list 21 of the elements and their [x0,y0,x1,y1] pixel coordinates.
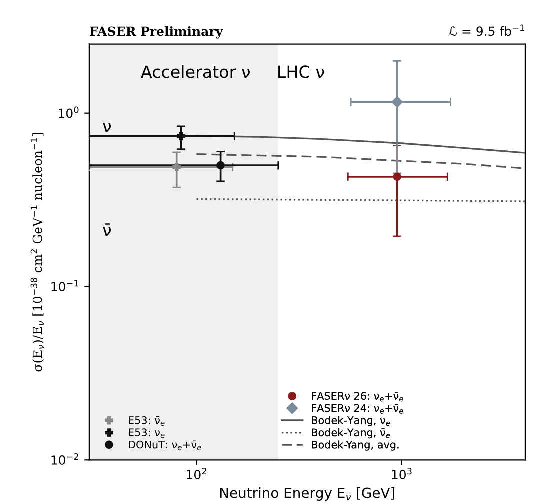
annotation: ν [103,122,112,132]
legend-label: FASERν 26: ν$_{e}$+ν̄$_{e}$ [312,392,404,402]
y-tick-label: 10$^{0}$ [59,106,79,118]
chart-title: FASER Preliminary [90,26,224,39]
annotation: LHC ν [278,66,324,78]
x-tick-label: 10$^{2}$ [187,468,206,480]
legend-label: Bodek-Yang, ν$_{e}$ [312,416,390,426]
legend-label: E53: ν$_{e}$ [129,428,165,438]
annotation: ν̄ [103,224,112,236]
chart-subtitle: ℒ = 9.5 fb$^{−1}$ [448,24,524,36]
annotation: Accelerator ν [141,65,250,78]
legend-label: Bodek-Yang, avg. [312,440,399,451]
legend-label: FASERν 24: ν$_{e}$+ν̄$_{e}$ [312,404,404,414]
legend-label: Bodek-Yang, ν̄$_{e}$ [312,428,390,439]
text: σ(E$_{ν}$)/E$_{ν}$ [10$^{−38}$ cm$^{2}$ GeV$^{−1}$ nucleon$^{−1}$] [30,133,44,372]
x-tick-label: 10$^{3}$ [392,468,412,480]
legend-label: E53: ν̄$_{e}$ [129,416,165,426]
legend-label: DONuT: ν$_{e}$+ν̄$_{e}$ [129,440,202,450]
y-tick-label: 10$^{−1}$ [52,280,78,292]
y-tick-label: 10$^{−2}$ [52,454,78,465]
x-axis-title: Neutrino Energy E$_{ν}$ [GeV] [220,488,394,501]
